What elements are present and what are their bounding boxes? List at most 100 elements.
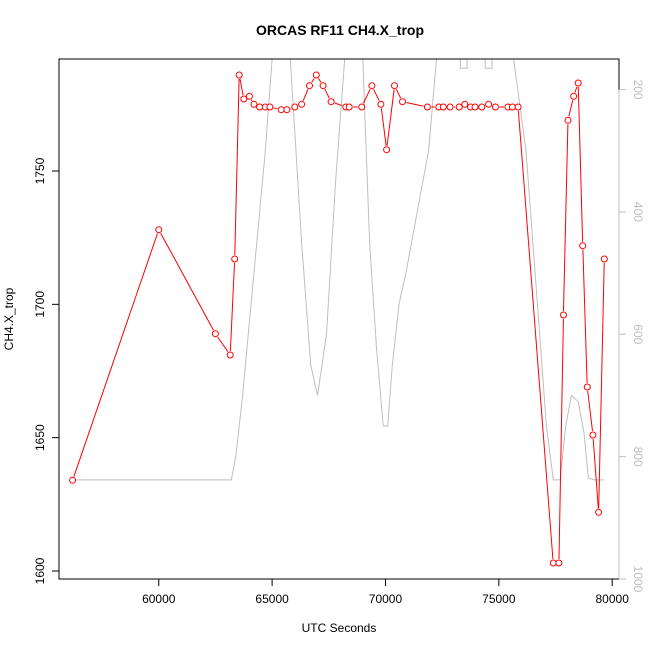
primary-series-segment — [373, 89, 380, 101]
y-axis-right: 200 400 600 800 1000 — [618, 80, 645, 593]
primary-series-segment — [574, 86, 578, 93]
primary-series-segment — [386, 89, 395, 146]
primary-series-segment — [406, 102, 424, 107]
x-tick-label: 80000 — [596, 592, 630, 606]
data-point — [391, 82, 398, 90]
data-point — [560, 311, 567, 319]
primary-series-segment — [558, 318, 564, 560]
primary-series-segment — [311, 78, 315, 83]
data-point — [514, 103, 522, 111]
primary-axis-series — [69, 71, 608, 567]
data-point — [250, 100, 258, 108]
primary-series-segment — [568, 100, 574, 117]
y-tick-label: 1750 — [33, 157, 47, 184]
y2-tick-label: 800 — [631, 447, 645, 467]
data-point — [306, 82, 313, 90]
x-tick-label: 70000 — [369, 592, 403, 606]
data-point — [377, 100, 385, 108]
primary-series-segment — [229, 262, 235, 352]
data-point — [256, 103, 264, 111]
primary-series-segment — [517, 110, 554, 560]
data-point — [471, 103, 479, 111]
chart-title: ORCAS RF11 CH4.X_trop — [256, 22, 424, 38]
y-tick-label: 1650 — [33, 424, 47, 451]
data-point — [155, 226, 163, 234]
primary-series-segment — [334, 102, 343, 107]
primary-series-segment — [563, 124, 569, 312]
data-point — [574, 79, 582, 87]
data-point — [600, 255, 608, 263]
data-point — [491, 103, 499, 111]
data-point — [245, 92, 253, 100]
data-point — [226, 351, 234, 359]
data-point — [579, 242, 587, 250]
primary-series-segment — [362, 89, 371, 104]
secondary-series-line — [72, 59, 605, 481]
data-point — [319, 82, 327, 90]
data-point — [508, 103, 516, 111]
y2-tick-label: 1000 — [631, 566, 645, 593]
data-point — [345, 103, 353, 111]
data-point — [358, 103, 366, 111]
x-tick-label: 65000 — [255, 592, 289, 606]
data-point — [595, 508, 603, 516]
data-point — [266, 103, 274, 111]
data-point — [69, 476, 77, 484]
data-point — [583, 383, 591, 391]
primary-series-segment — [592, 438, 599, 509]
primary-series-segment — [324, 89, 330, 99]
primary-series-segment — [380, 108, 387, 146]
y2-tick-label: 200 — [631, 80, 645, 100]
data-point — [455, 103, 463, 111]
data-point — [298, 100, 306, 108]
data-point — [312, 71, 320, 79]
data-point — [485, 100, 493, 108]
primary-series-segment — [318, 78, 322, 83]
primary-series-segment — [239, 78, 244, 96]
data-point — [283, 106, 291, 114]
primary-series-segment — [217, 336, 229, 352]
data-point — [549, 559, 557, 567]
y-axis-label: CH4.X_trop — [2, 287, 16, 350]
y-axis-left: 1600 1650 1700 1750 — [33, 157, 60, 584]
data-point — [399, 98, 406, 106]
data-point — [564, 116, 572, 124]
primary-series-segment — [395, 89, 402, 99]
data-point — [277, 106, 285, 114]
secondary-axis-series — [72, 59, 605, 481]
data-point — [327, 98, 335, 106]
y2-tick-label: 600 — [631, 324, 645, 344]
primary-series-segment — [273, 107, 278, 110]
x-axis: 60000 65000 70000 75000 80000 — [142, 578, 630, 606]
data-point — [368, 82, 376, 90]
primary-series-segment — [577, 86, 584, 242]
primary-series-segment — [234, 78, 240, 256]
data-point — [439, 103, 447, 111]
data-point — [570, 92, 578, 100]
data-point — [231, 255, 239, 263]
x-tick-label: 75000 — [482, 592, 516, 606]
y2-tick-label: 400 — [631, 202, 645, 222]
y-tick-label: 1600 — [33, 557, 47, 584]
data-point — [478, 103, 486, 111]
primary-series-segment — [582, 249, 588, 384]
x-tick-label: 60000 — [142, 592, 176, 606]
primary-series-segment — [587, 390, 593, 432]
data-point — [235, 71, 243, 79]
data-point — [211, 330, 219, 338]
primary-series-segment — [160, 232, 214, 331]
data-point — [240, 95, 248, 103]
primary-series-segment — [598, 262, 605, 509]
data-point — [461, 100, 469, 108]
data-point — [423, 103, 431, 111]
primary-series-segment — [250, 99, 253, 102]
primary-series-segment — [302, 89, 309, 101]
data-point — [291, 103, 299, 111]
data-point — [589, 431, 597, 439]
x-axis-label: UTC Seconds — [302, 621, 377, 635]
y-tick-label: 1700 — [33, 291, 47, 318]
data-point — [383, 146, 391, 154]
data-point — [446, 103, 454, 111]
primary-series-segment — [73, 233, 158, 477]
